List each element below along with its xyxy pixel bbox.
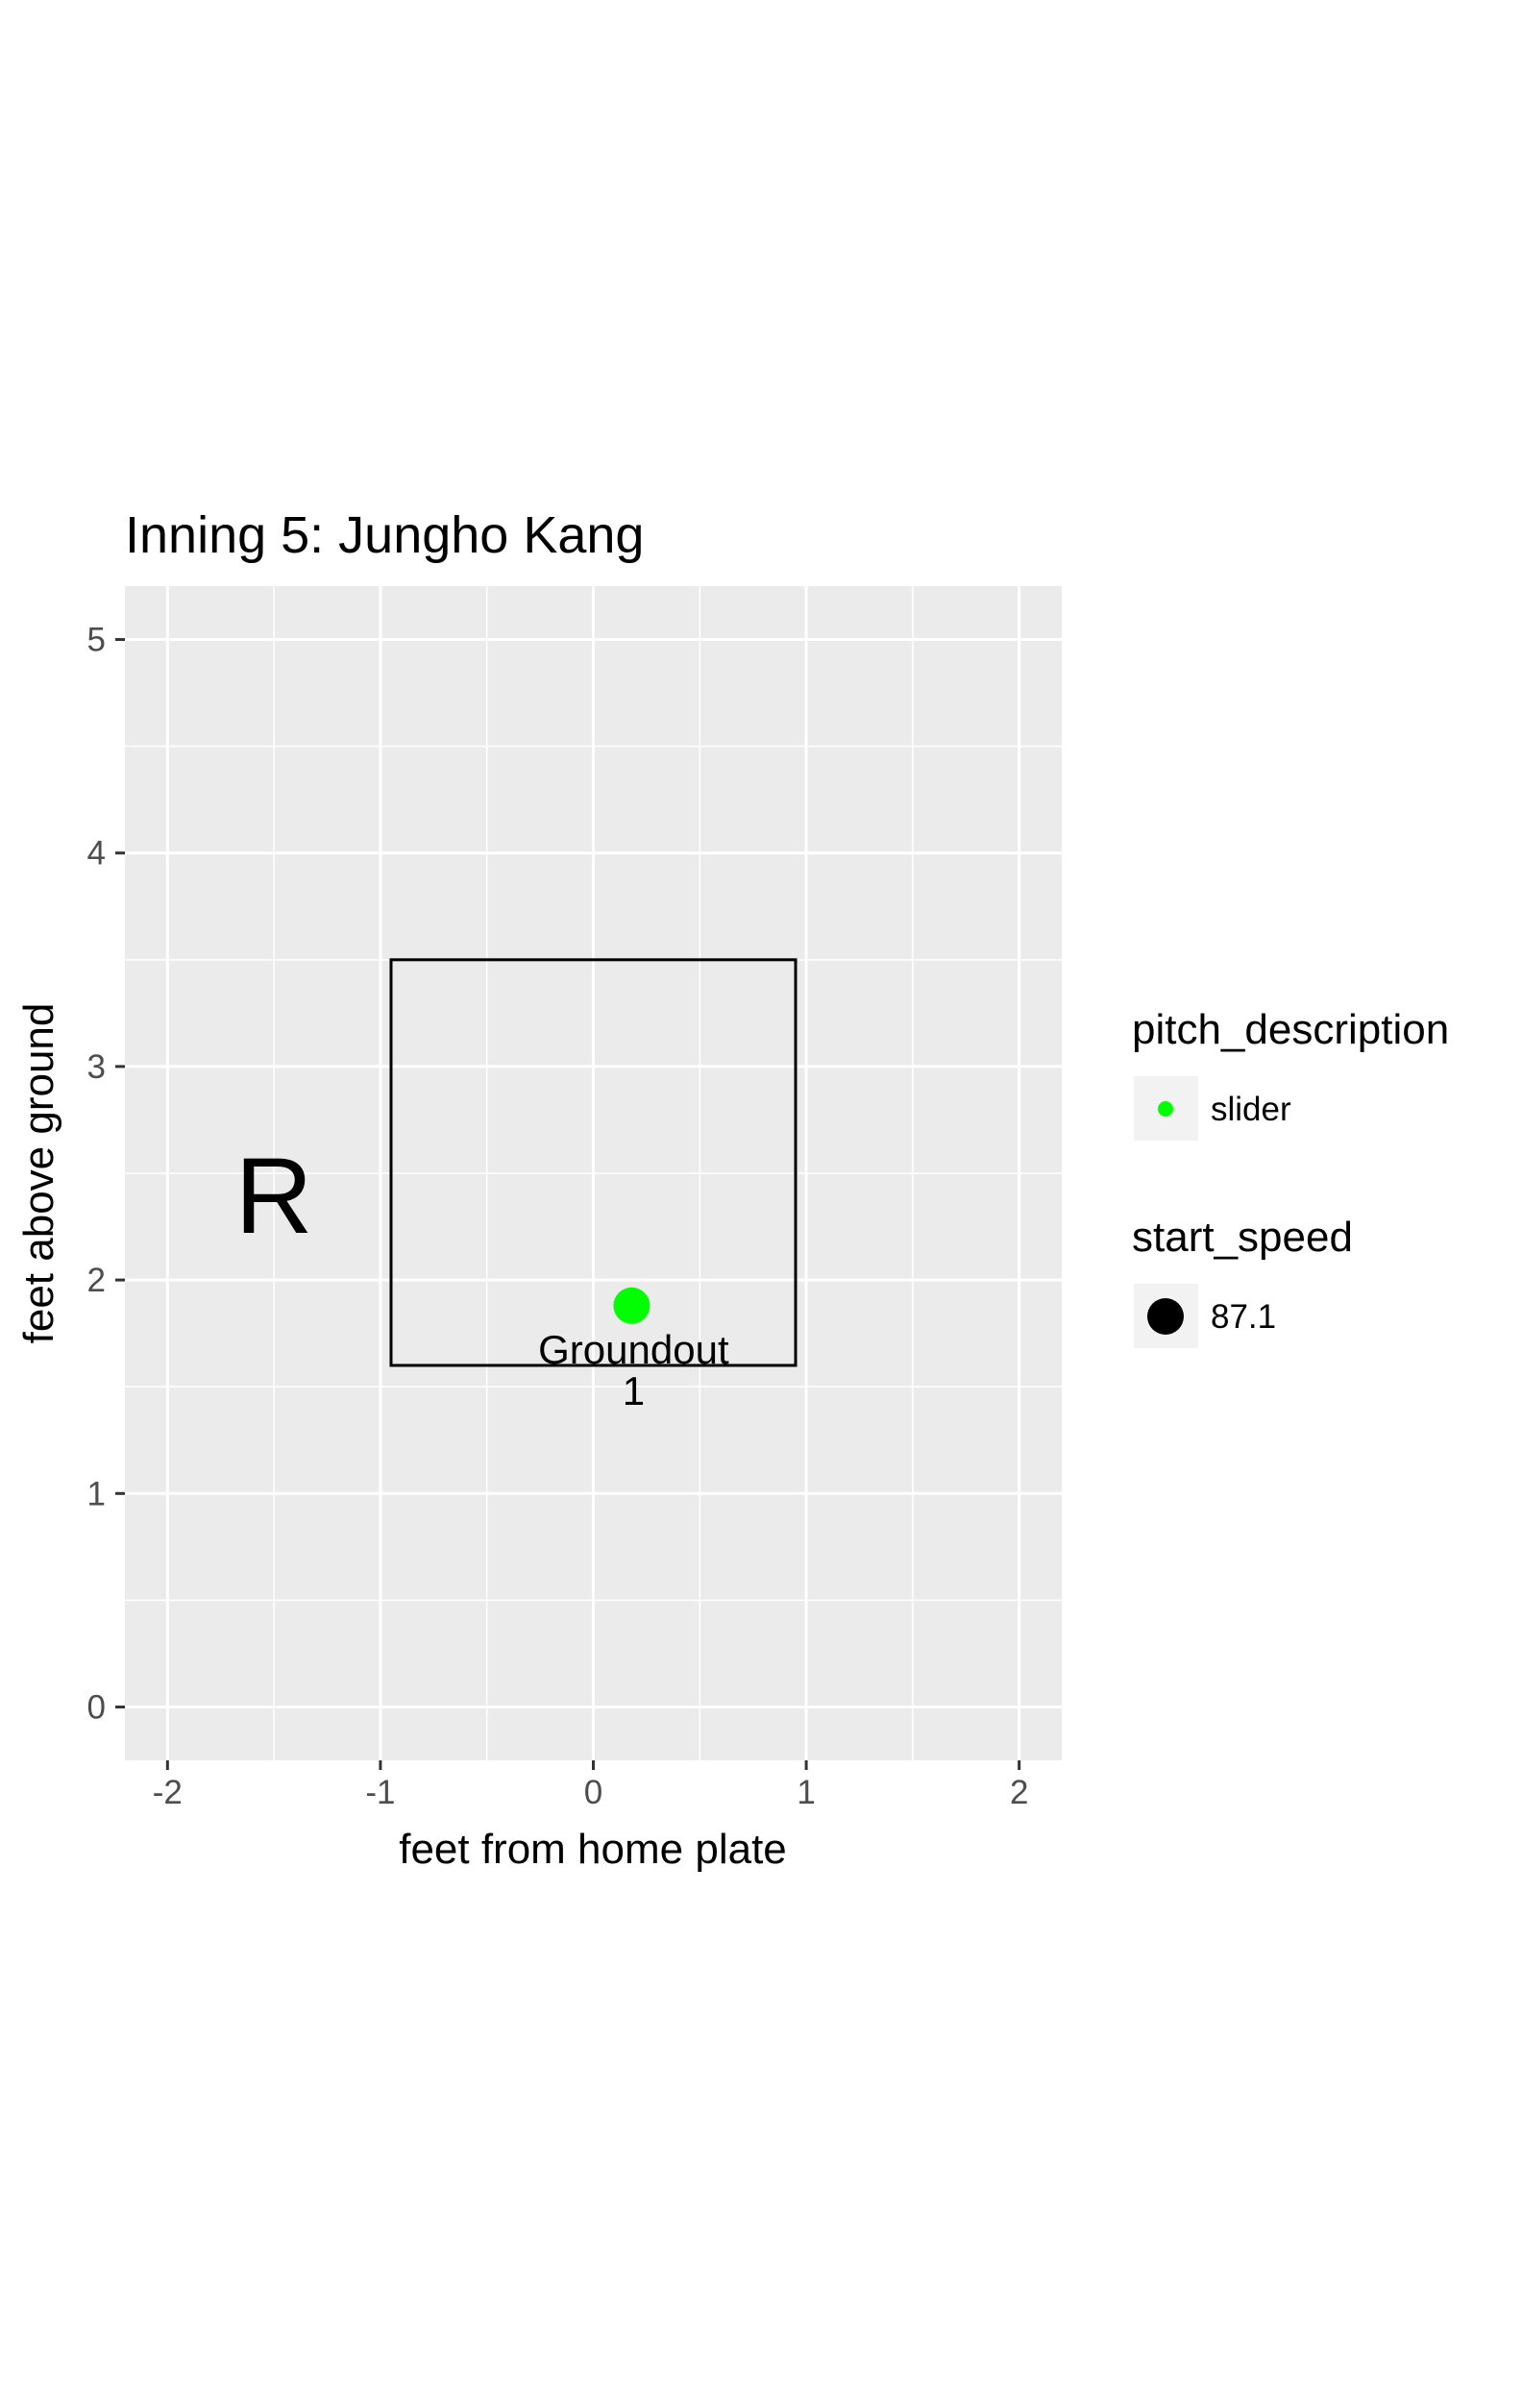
legend-title-pitch-description: pitch_description [1132,1006,1449,1053]
y-tick-label: 5 [87,622,106,659]
y-tick-label: 1 [87,1475,106,1512]
x-tick-label: 0 [584,1774,602,1811]
legend-title-start-speed: start_speed [1132,1214,1353,1261]
strike-zone-box [389,958,798,1367]
chart-title: Inning 5: Jungho Kang [125,506,644,564]
axis-ticks: -2 -1 0 1 2 0 1 2 3 4 5 [87,622,1029,1811]
pitch-point [613,1287,651,1324]
legend-entry-label: 87.1 [1211,1298,1276,1336]
legend-entry-label: slider [1211,1091,1291,1128]
x-tick-label: 1 [797,1774,815,1811]
y-tick-label: 2 [87,1262,106,1299]
x-tick-label: -1 [365,1774,395,1811]
pitch-count-label: 1 [623,1368,645,1413]
legend-key-dot [1147,1298,1184,1335]
x-tick-label: 2 [1010,1774,1028,1811]
x-tick-label: -2 [153,1774,183,1811]
y-tick-label: 3 [87,1048,106,1086]
legend-key-dot [1158,1101,1173,1117]
batter-side-label: R [235,1136,313,1256]
y-tick-label: 0 [87,1688,106,1726]
y-axis-title: feet above ground [15,1003,62,1344]
pitch-result-label: Groundout [538,1327,729,1372]
y-tick-label: 4 [87,835,106,872]
grid-lines [125,586,1062,1760]
x-axis-title: feet from home plate [399,1826,787,1873]
